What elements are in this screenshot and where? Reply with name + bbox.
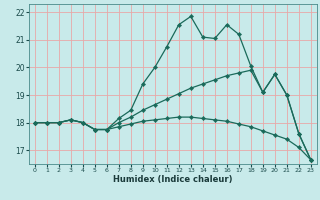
X-axis label: Humidex (Indice chaleur): Humidex (Indice chaleur) <box>113 175 233 184</box>
